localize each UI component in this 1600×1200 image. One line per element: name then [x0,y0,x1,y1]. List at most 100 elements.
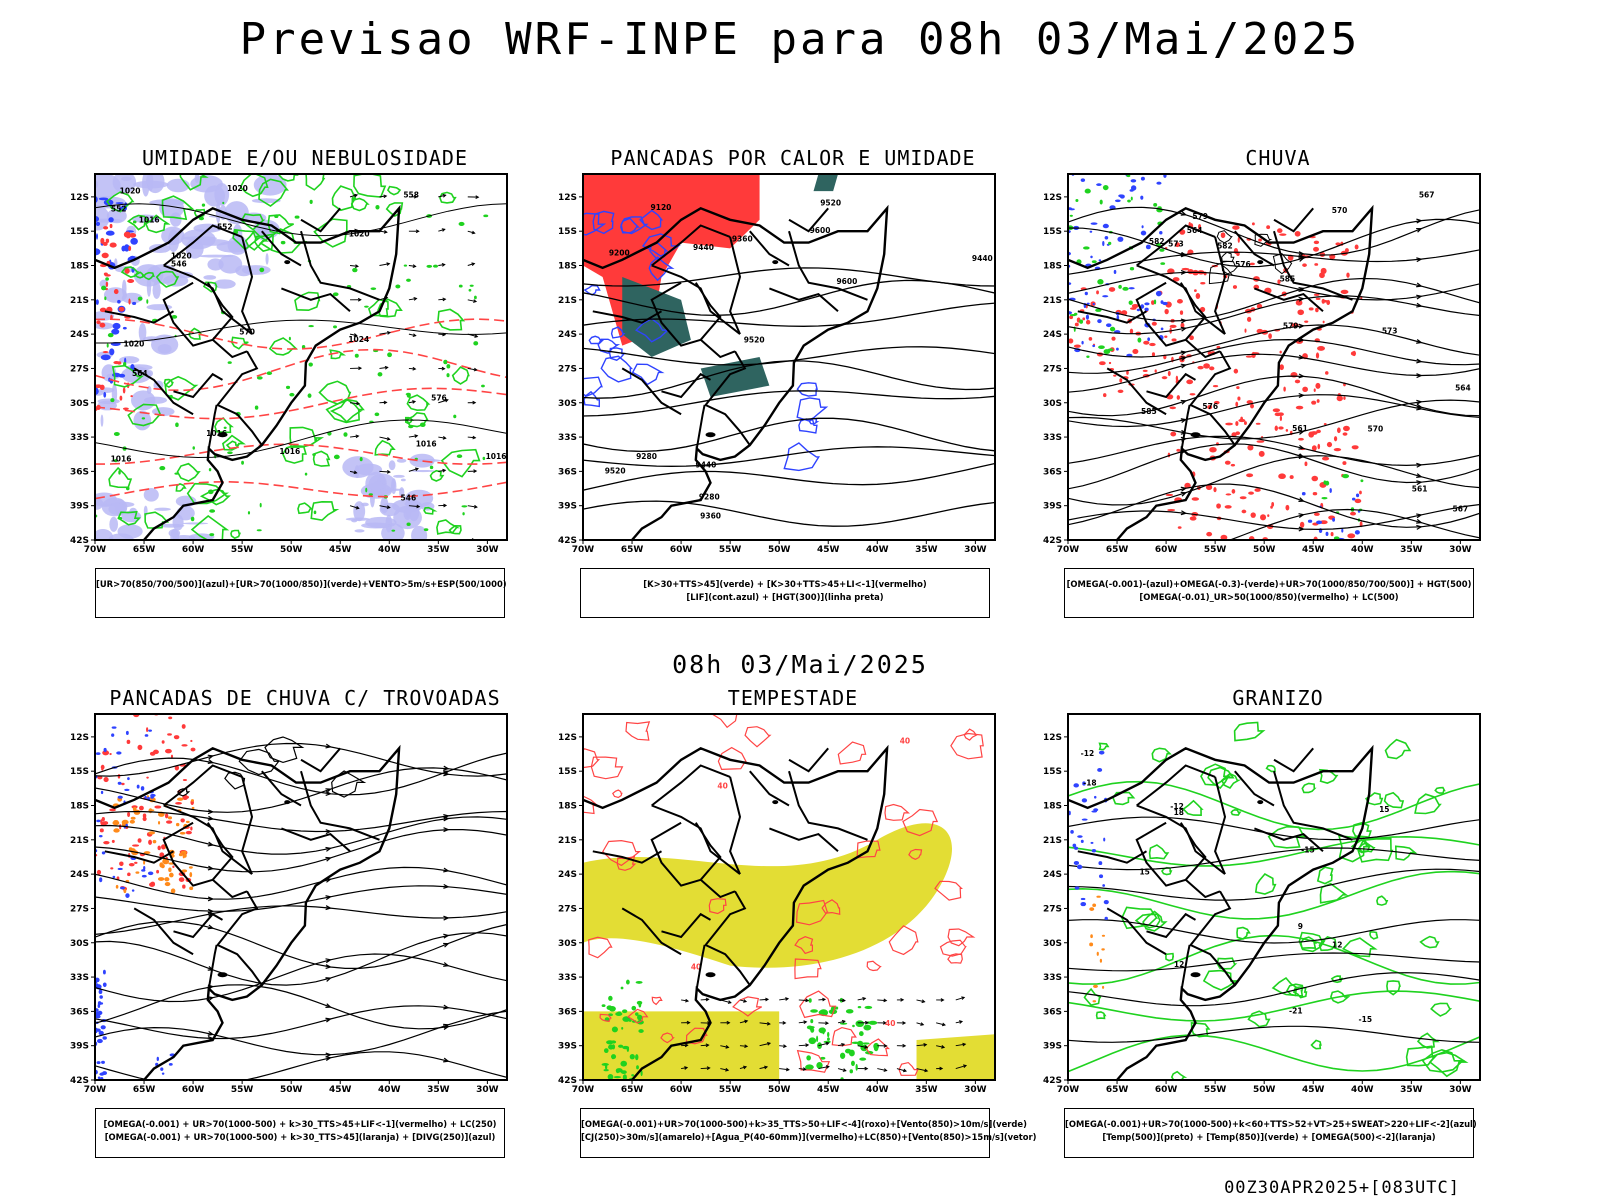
lon-label: 50W [1253,1085,1276,1095]
wind-vector [408,265,416,267]
lat-label: 42S [70,536,89,546]
wind-vector [700,1067,710,1070]
lon-label: 40W [1351,545,1374,555]
country-border [104,850,175,864]
shaded-area [1176,448,1181,452]
shaded-area [98,197,109,201]
shaded-area [473,341,479,346]
shaded-area [1279,233,1287,236]
lat-label: 18S [558,262,577,272]
shaded-area [1080,902,1087,907]
shaded-area [1102,184,1109,191]
contour-line [95,480,507,500]
lon-label: 60W [182,1085,205,1095]
shaded-area [1315,382,1321,389]
wind-vector-head [705,1043,710,1048]
shaded-area [175,422,179,428]
wind-vector-head [357,297,362,302]
wind-vector-head [441,263,446,267]
shaded-area [213,279,236,289]
streamline-arrow [1416,524,1423,530]
shaded-area [1236,386,1240,390]
shaded-area [1128,287,1135,290]
contour-line [583,212,607,236]
jet-area [583,823,953,968]
wind-vector [379,332,391,335]
shaded-area [864,1005,873,1010]
wind-vector [936,1045,945,1048]
shaded-area [395,284,401,289]
contour-line [95,905,507,935]
contour-label: 1016 [111,455,132,464]
legend-text: [Temp(500)](preto) + [Temp(850)](verde) … [1102,1132,1436,1142]
shaded-area [1154,369,1157,373]
lat-label: 18S [70,802,89,812]
wind-vector-head [841,1019,846,1024]
shaded-area [1092,302,1095,306]
lat-label: 39S [1043,502,1062,512]
shaded-area [129,819,135,824]
lon-label: 40W [1351,1085,1374,1095]
shaded-area [1074,846,1079,850]
country-border [212,339,248,359]
streamline-arrow [325,1052,332,1058]
streamline-arrow [1298,323,1305,329]
contour-line [798,418,818,434]
shaded-area [1239,496,1247,500]
contour-label: 9440 [695,460,716,469]
wind-vector-head [474,334,479,338]
contour-line [1095,1011,1107,1020]
shaded-area [1113,374,1117,377]
streamline-arrow [325,743,332,749]
lon-label: 35W [915,1085,938,1095]
contour-line [1298,931,1326,953]
shaded-area [839,1052,846,1059]
shaded-area [1250,403,1254,409]
lat-label: 24S [558,330,577,340]
shaded-area [637,1014,643,1021]
shaded-area [288,336,291,341]
shaded-area [404,501,417,507]
shaded-area [1118,284,1122,289]
contour-line [436,519,461,535]
legend-text: [UR>70(850/700/500)](azul)+[UR>70(1000/8… [96,579,507,589]
shaded-area [142,816,147,822]
lat-label: 42S [1043,1076,1062,1086]
contour-line [1414,793,1442,815]
contour-line [95,319,507,344]
contour-line [221,434,246,451]
contour-label: 9200 [609,249,630,258]
shaded-area [108,217,114,223]
shaded-area [111,328,120,335]
shaded-area [816,1035,819,1043]
shaded-area [100,354,111,361]
contour-line [796,1049,831,1073]
shaded-area [161,740,165,744]
shaded-area [1333,436,1338,442]
contour-line [1068,249,1480,275]
shaded-area [1102,295,1109,298]
shaded-area [391,529,396,532]
streamline-arrow [443,883,450,889]
shaded-area [177,797,184,801]
country-border [1135,821,1186,887]
streamline-arrow [1180,356,1188,361]
country-border [1189,890,1236,986]
shaded-area [1317,443,1321,450]
shaded-area [1340,289,1349,295]
shaded-area [102,351,109,354]
shaded-area [95,221,101,226]
shaded-area [1117,236,1124,242]
shaded-area [1126,174,1131,178]
shaded-area [1149,342,1156,347]
country-border [173,912,224,939]
shaded-area [123,231,131,238]
map-frame [582,173,996,541]
contour-label: 564 [132,369,148,378]
contour-label: 552 [217,222,233,231]
lat-label: 27S [70,904,89,914]
shaded-area [178,852,183,857]
lat-label: 33S [1043,973,1062,983]
contour-line [95,742,507,777]
